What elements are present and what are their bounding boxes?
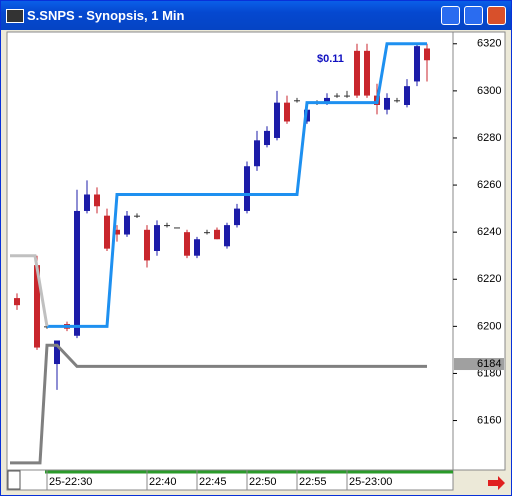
candle-body [34,265,40,348]
indicator-line [10,343,427,465]
minimize-button[interactable] [441,6,460,25]
indicator-line [10,254,49,327]
candle-body [264,130,270,146]
candle-body [334,95,340,97]
annotation: $0.11 [317,53,344,65]
close-button[interactable] [487,6,506,25]
candle-body [184,232,190,256]
candle-body [134,215,140,217]
y-tick-label: 6300 [477,85,501,97]
candle-body [294,100,300,102]
candle-body [324,97,330,103]
y-tick-label: 6200 [477,320,501,332]
candle-body [364,50,370,96]
y-tick-label: 6220 [477,273,501,285]
price-axis [452,31,506,471]
y-tick-label: 6240 [477,226,501,238]
candle-body [384,97,390,110]
candle-body [154,225,160,251]
title-bar: S.SNPS - Synopsis, 1 Min [1,1,511,30]
window-title: S.SNPS - Synopsis, 1 Min [27,8,185,23]
candle-body [274,102,280,138]
scroll-arrow[interactable] [488,476,505,490]
candle-body [214,229,220,240]
candle-body [224,225,230,247]
candle-body [394,100,400,102]
indicator-line [47,42,427,328]
candle-body [284,102,290,122]
candle-body [344,95,350,97]
candle-body [404,86,410,105]
y-tick-label: 6280 [477,132,501,144]
candle-body [144,229,150,261]
candle-body [194,239,200,256]
candle-body [54,340,60,365]
x-tick-label: 22:45 [199,476,227,488]
candle-body [104,215,110,249]
candle-body [234,208,240,226]
last-price-box [454,358,504,371]
time-axis [6,469,454,491]
candle-body [164,225,170,227]
scroll-box[interactable] [7,470,21,490]
candle-body [124,215,130,235]
x-tick-label: 22:40 [149,476,177,488]
candle-body [424,48,430,61]
candle-body [244,166,250,211]
y-tick-label: 6180 [477,367,501,379]
candle-body [94,194,100,207]
candle-body [114,229,120,235]
x-tick-label: 25-22:30 [49,476,92,488]
maximize-button[interactable] [464,6,483,25]
y-tick-label: 6160 [477,414,501,426]
candle-body [174,227,180,229]
y-tick-label: 6260 [477,179,501,191]
x-tick-label: 22:50 [249,476,277,488]
x-tick-label: 25-23:00 [349,476,392,488]
y-tick-label: 6320 [477,38,501,50]
x-tick-label: 22:55 [299,476,327,488]
app-icon [6,9,24,23]
candle-body [254,140,260,167]
candle-body [204,232,210,234]
last-price-label: 6184 [477,358,501,370]
candle-body [414,46,420,82]
candle-body [14,298,20,306]
candle-body [74,210,80,336]
candle-body [84,194,90,211]
candle-body [354,50,360,96]
plot-area [6,31,454,471]
